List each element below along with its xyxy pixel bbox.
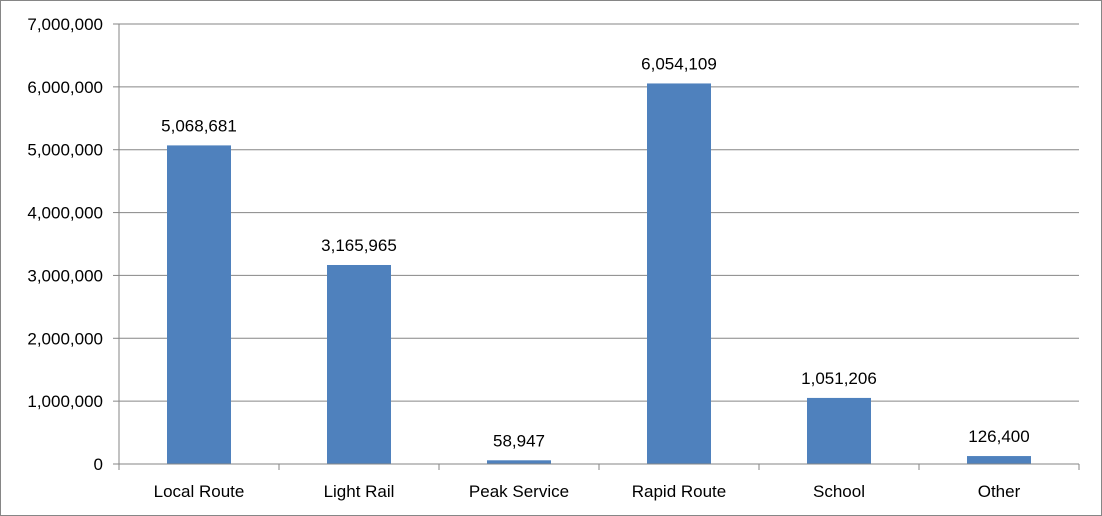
y-tick-label: 2,000,000 xyxy=(27,329,103,348)
bar xyxy=(167,145,231,464)
x-tick-label: School xyxy=(813,482,865,501)
y-tick-label: 6,000,000 xyxy=(27,78,103,97)
y-tick-label: 3,000,000 xyxy=(27,266,103,285)
data-label: 58,947 xyxy=(493,431,545,450)
bar xyxy=(647,83,711,465)
bars xyxy=(167,83,1031,465)
x-tick-label: Rapid Route xyxy=(632,482,727,501)
y-tick-label: 0 xyxy=(94,455,103,474)
bar xyxy=(327,264,391,464)
x-tick-label: Other xyxy=(978,482,1021,501)
data-label: 6,054,109 xyxy=(641,54,717,73)
data-label: 126,400 xyxy=(968,427,1029,446)
bar xyxy=(967,456,1031,464)
bar xyxy=(807,397,871,464)
labels: 0 1,000,000 2,000,000 3,000,000 4,000,000 5,0… xyxy=(27,15,1029,501)
y-tick-label: 4,000,000 xyxy=(27,204,103,223)
data-label: 3,165,965 xyxy=(321,236,397,255)
x-tick-label: Peak Service xyxy=(469,482,569,501)
axes xyxy=(113,23,1080,470)
data-label: 1,051,206 xyxy=(801,369,877,388)
y-tick-label: 7,000,000 xyxy=(27,15,103,34)
data-label: 5,068,681 xyxy=(161,116,237,135)
x-tick-label: Light Rail xyxy=(324,482,395,501)
y-tick-label: 5,000,000 xyxy=(27,141,103,160)
bar xyxy=(487,460,551,464)
y-tick-label: 1,000,000 xyxy=(27,392,103,411)
gridlines xyxy=(119,23,1079,402)
x-tick-label: Local Route xyxy=(154,482,245,501)
